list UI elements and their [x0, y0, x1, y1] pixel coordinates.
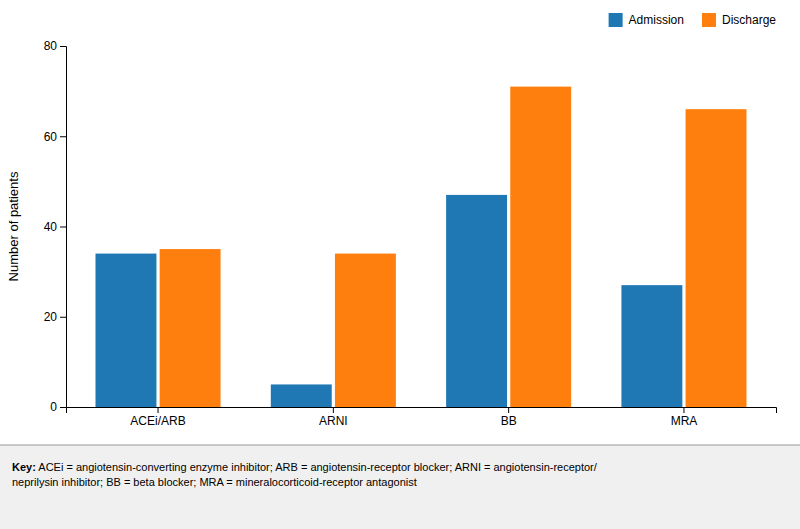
y-tick: 80	[44, 39, 66, 53]
bar	[160, 249, 221, 407]
x-tick-label: BB	[501, 414, 517, 428]
y-tick-label: 20	[44, 310, 58, 324]
x-tick: BB	[501, 407, 517, 428]
x-tick-mark	[158, 407, 159, 413]
legend-label: Admission	[629, 13, 684, 27]
legend-item: Admission	[609, 13, 684, 27]
x-tick-mark	[508, 407, 509, 413]
y-tick-label: 40	[44, 220, 58, 234]
bar-series	[160, 87, 747, 407]
y-tick-mark	[60, 227, 66, 228]
footer-text: ACEi = angiotensin-converting enzyme inh…	[12, 461, 598, 488]
bar	[621, 285, 682, 407]
legend-label: Discharge	[722, 13, 776, 27]
x-tick: ARNI	[319, 407, 348, 428]
y-tick-mark	[60, 407, 66, 408]
y-tick: 20	[44, 310, 66, 324]
bar	[446, 195, 507, 407]
x-tick: ACEi/ARB	[130, 407, 185, 428]
y-tick: 40	[44, 220, 66, 234]
footer-background	[0, 445, 800, 529]
x-tick-mark	[683, 407, 684, 413]
bar	[96, 254, 157, 407]
y-tick-mark	[60, 317, 66, 318]
legend: Admission Discharge	[609, 13, 777, 27]
x-tick-mark	[333, 407, 334, 413]
y-tick: 0	[50, 400, 66, 414]
y-tick-mark	[60, 136, 66, 137]
chart-svg: 0 20 40 60 80 ACEi/ARB ARNI BB MRA Number of pati…	[0, 0, 800, 529]
footer-text-line: ACEi = angiotensin-converting enzyme inh…	[36, 461, 598, 473]
bar	[686, 109, 747, 407]
x-axis: ACEi/ARB ARNI BB MRA	[67, 407, 777, 428]
y-axis-title: Number of patients	[6, 171, 21, 281]
bar-series	[96, 195, 683, 407]
bar	[271, 384, 332, 407]
footer-text-line: neprilysin inhibitor; BB = beta blocker;…	[12, 476, 417, 488]
x-axis-line	[67, 408, 777, 414]
y-tick-mark	[60, 46, 66, 47]
legend-swatch	[609, 13, 623, 27]
bars	[96, 87, 747, 407]
legend-swatch	[702, 13, 716, 27]
x-tick: MRA	[671, 407, 698, 428]
y-axis-line	[60, 47, 67, 408]
legend-item: Discharge	[702, 13, 776, 27]
y-tick-label: 60	[44, 130, 58, 144]
bar	[335, 254, 396, 407]
y-axis: 0 20 40 60 80	[44, 39, 67, 414]
x-tick-label: MRA	[671, 414, 698, 428]
y-tick-label: 80	[44, 39, 58, 53]
x-tick-label: ACEi/ARB	[130, 414, 185, 428]
y-tick: 60	[44, 130, 66, 144]
x-tick-label: ARNI	[319, 414, 348, 428]
footer-separator	[0, 445, 800, 446]
y-tick-label: 0	[50, 400, 57, 414]
plot-area: 0 20 40 60 80 ACEi/ARB ARNI BB MRA	[44, 39, 777, 427]
bar	[510, 87, 571, 407]
footer-key: Key:	[12, 461, 36, 473]
